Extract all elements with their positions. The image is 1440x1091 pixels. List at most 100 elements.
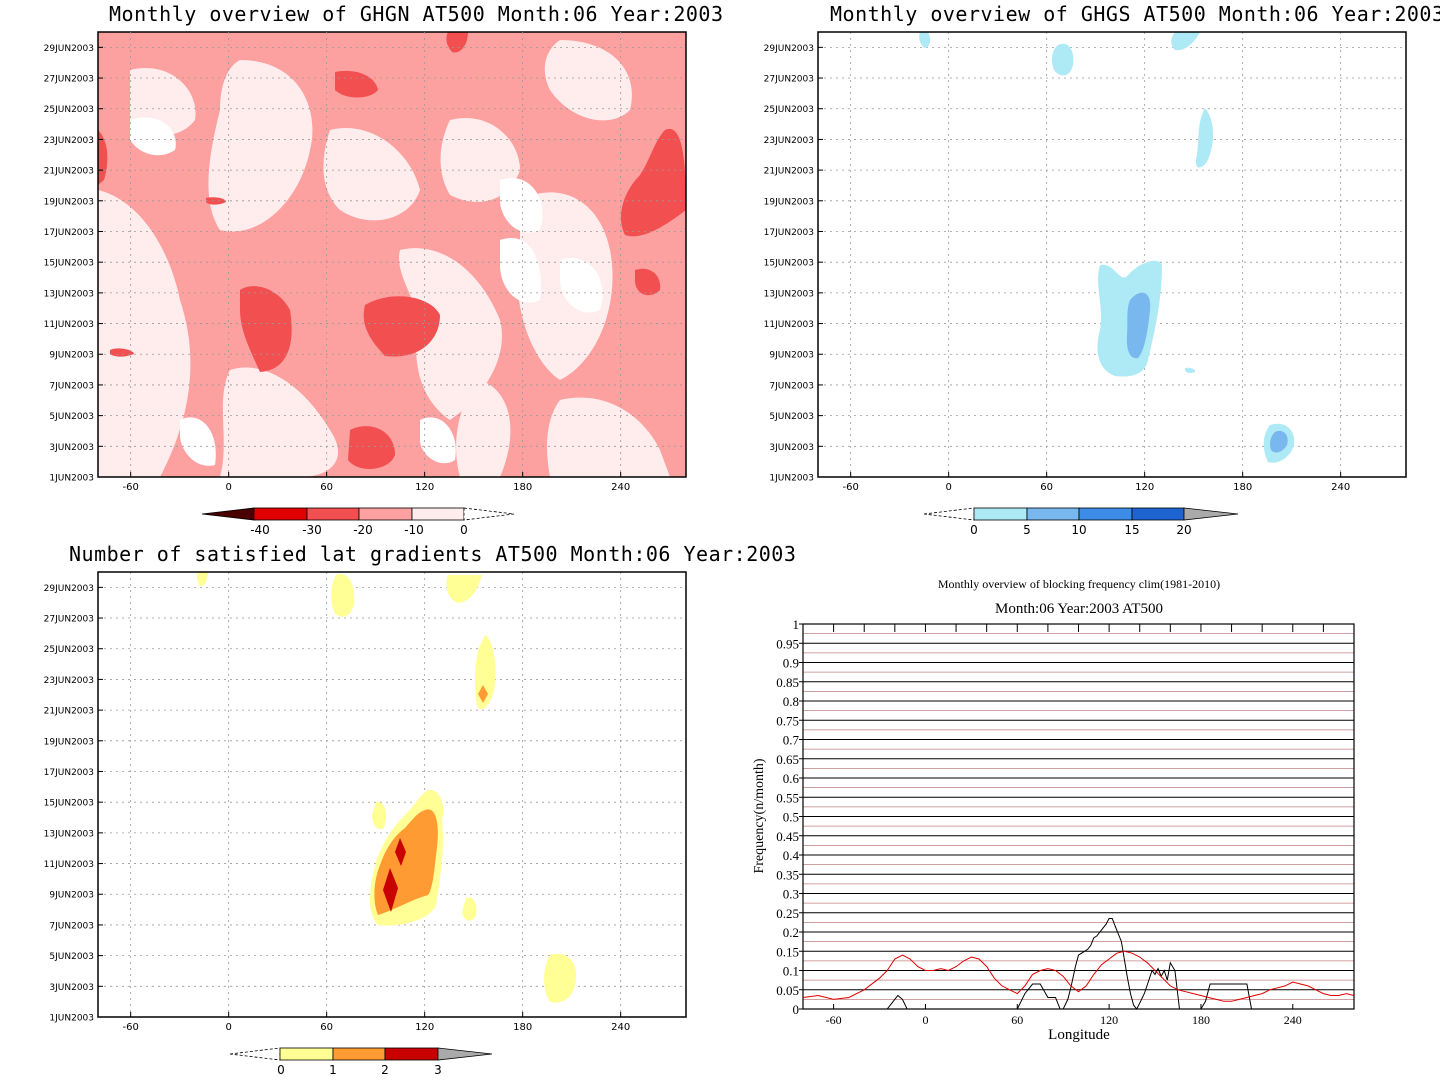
ghgs-y-ticks: 1JUN2003 3JUN2003 5JUN2003 7JUN2003 9JUN2003…: [764, 44, 823, 484]
freq-ylabel: Frequency(n/month): [752, 758, 767, 873]
ghgn-cb-label: 0: [460, 523, 468, 537]
y-tick-label: 17JUN2003: [44, 228, 94, 238]
y-tick-label: 11JUN2003: [44, 320, 94, 330]
x-tick-label: -60: [842, 482, 858, 493]
y-tick-label: 0.35: [776, 867, 799, 882]
y-tick-label: 23JUN2003: [44, 136, 94, 146]
latgrad-cb-label: 1: [329, 1063, 337, 1077]
y-tick-label: 7JUN2003: [49, 381, 94, 391]
y-tick-label: 29JUN2003: [44, 584, 94, 594]
x-tick-label: 120: [415, 482, 434, 493]
latgrad-title: Number of satisfied lat gradients AT500 …: [69, 542, 797, 566]
y-tick-label: 13JUN2003: [44, 289, 94, 299]
x-tick-label: 180: [513, 1022, 532, 1033]
y-tick-label: 0.55: [776, 790, 799, 805]
ghgs-x-ticks: -60 0 60 120 180 240: [842, 472, 1350, 493]
latgrad-x-ticks: -60 0 60 120 180 240: [122, 1012, 630, 1033]
y-tick-label: 5JUN2003: [49, 952, 94, 962]
x-tick-label: 240: [1331, 482, 1350, 493]
freq-title: Monthly overview of blocking frequency c…: [938, 577, 1220, 591]
x-tick-label: 60: [320, 482, 333, 493]
y-tick-label: 7JUN2003: [769, 381, 814, 391]
x-tick-label: 240: [1284, 1013, 1302, 1027]
y-tick-label: 1JUN2003: [769, 474, 814, 484]
freq-series-red-line: [802, 950, 1355, 1002]
y-tick-label: 5JUN2003: [49, 412, 94, 422]
y-tick-label: 27JUN2003: [44, 75, 94, 85]
x-tick-label: 0: [922, 1013, 928, 1027]
x-tick-label: 180: [1192, 1013, 1210, 1027]
ghgs-colorbar: 0 5 10 15 20: [923, 507, 1239, 537]
ghgs-cb-label: 5: [1023, 523, 1031, 537]
y-tick-label: 29JUN2003: [44, 44, 94, 54]
x-tick-label: -60: [826, 1013, 842, 1027]
x-tick-label: 60: [1040, 482, 1053, 493]
y-tick-label: 27JUN2003: [44, 615, 94, 625]
y-tick-label: 1JUN2003: [49, 474, 94, 484]
y-tick-label: 0.6: [783, 771, 800, 786]
y-tick-label: 11JUN2003: [44, 860, 94, 870]
latgrad-cb-label: 3: [434, 1063, 442, 1077]
y-tick-label: 0.4: [783, 848, 800, 863]
x-tick-label: 120: [1135, 482, 1154, 493]
y-tick-label: 0.85: [776, 675, 799, 690]
y-tick-label: 0.2: [783, 925, 799, 940]
y-tick-label: 0.7: [783, 733, 800, 748]
y-tick-label: 1: [793, 617, 800, 632]
y-tick-label: 19JUN2003: [44, 737, 94, 747]
y-tick-label: 17JUN2003: [764, 228, 814, 238]
y-tick-label: 3JUN2003: [49, 443, 94, 453]
ghgn-colorbar: -40 -30 -20 -10 0: [201, 507, 515, 537]
y-tick-label: 0.25: [776, 906, 799, 921]
y-tick-label: 27JUN2003: [764, 75, 814, 85]
y-tick-label: 9JUN2003: [49, 891, 94, 901]
y-tick-label: 0.9: [783, 656, 799, 671]
y-tick-label: 15JUN2003: [764, 259, 814, 269]
ghgs-gridlines: [818, 32, 1406, 477]
latgrad-cb-label: 0: [277, 1063, 285, 1077]
y-tick-label: 0: [793, 1002, 800, 1017]
y-tick-label: 13JUN2003: [44, 829, 94, 839]
y-tick-label: 21JUN2003: [764, 167, 814, 177]
ghgn-x-ticks: -60 0 60 120 180 240: [122, 472, 630, 493]
latgrad-y-ticks: 1JUN2003 3JUN2003 5JUN2003 7JUN2003 9JUN2003…: [44, 584, 103, 1024]
ghgn-title: Monthly overview of GHGN AT500 Month:06 …: [109, 2, 724, 26]
freq-series: [802, 918, 1355, 1010]
ghgn-gridlines: [98, 32, 686, 477]
x-tick-label: 60: [320, 1022, 333, 1033]
y-tick-label: 1JUN2003: [49, 1014, 94, 1024]
latgrad-colorbar: 0 1 2 3: [229, 1047, 493, 1077]
x-tick-label: 180: [513, 482, 532, 493]
y-tick-label: 25JUN2003: [44, 645, 94, 655]
ghgn-cb-label: -20: [353, 523, 373, 537]
y-tick-label: 7JUN2003: [49, 921, 94, 931]
y-tick-label: 9JUN2003: [49, 351, 94, 361]
y-tick-label: 5JUN2003: [769, 412, 814, 422]
y-tick-label: 21JUN2003: [44, 167, 94, 177]
y-tick-label: 15JUN2003: [44, 259, 94, 269]
y-tick-label: 15JUN2003: [44, 799, 94, 809]
ghgn-cb-label: -40: [250, 523, 270, 537]
y-tick-label: 25JUN2003: [44, 105, 94, 115]
x-tick-label: 180: [1233, 482, 1252, 493]
y-tick-label: 23JUN2003: [44, 676, 94, 686]
y-tick-label: 0.65: [776, 752, 799, 767]
y-tick-label: 3JUN2003: [49, 983, 94, 993]
y-tick-label: 0.15: [776, 944, 799, 959]
x-tick-label: 240: [611, 1022, 630, 1033]
freq-subtitle: Month:06 Year:2003 AT500: [995, 601, 1163, 617]
y-tick-label: 0.8: [783, 694, 799, 709]
x-tick-label: 0: [225, 1022, 231, 1033]
y-tick-label: 9JUN2003: [769, 351, 814, 361]
x-tick-label: 60: [1011, 1013, 1023, 1027]
y-tick-label: 0.95: [776, 636, 799, 651]
ghgs-title: Monthly overview of GHGS AT500 Month:06 …: [830, 2, 1440, 26]
y-tick-label: 0.1: [783, 964, 799, 979]
x-tick-label: 0: [945, 482, 951, 493]
ghgs-cb-label: 0: [970, 523, 978, 537]
ghgn-cb-label: -30: [302, 523, 322, 537]
y-tick-label: 19JUN2003: [44, 197, 94, 207]
y-tick-label: 13JUN2003: [764, 289, 814, 299]
latgrad-cb-label: 2: [381, 1063, 389, 1077]
y-tick-label: 3JUN2003: [769, 443, 814, 453]
